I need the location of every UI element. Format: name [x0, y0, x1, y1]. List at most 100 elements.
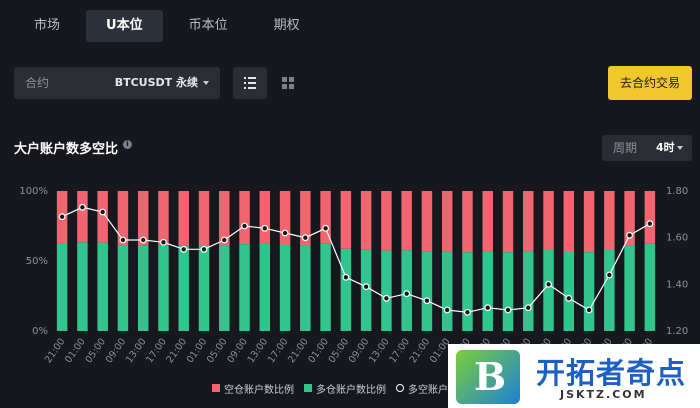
period-value: 4时 [656, 141, 675, 154]
bar-short [137, 191, 149, 246]
bar-short [624, 191, 635, 246]
legend-item-short[interactable]: 空仓账户数比例 [212, 381, 294, 396]
watermark-title: 开拓者奇点 [536, 356, 687, 390]
legend-swatch-long [304, 384, 312, 392]
ratio-point [78, 203, 86, 211]
x-tick-label: 09:00 [104, 336, 129, 365]
x-tick-label: 13:00 [124, 336, 149, 365]
x-tick-label: 17:00 [144, 336, 169, 365]
x-tick-label: 09:00 [225, 336, 250, 365]
list-view-button[interactable] [233, 67, 267, 99]
contract-select[interactable]: 合约 BTCUSDT 永续 [14, 67, 220, 99]
bar-short [421, 191, 433, 252]
ratio-point [200, 245, 208, 253]
bar-short [482, 191, 493, 252]
bar-long [441, 251, 453, 331]
legend-item-ratio[interactable]: 多空账户数比 [396, 381, 468, 396]
x-tick-label: 05:00 [83, 336, 108, 365]
ratio-point [160, 238, 167, 246]
ratio-point [524, 304, 532, 312]
bar-short [219, 191, 230, 246]
bar-long [360, 249, 372, 331]
tab-coin-margined[interactable]: 币本位 [188, 18, 228, 33]
chevron-down-icon [203, 81, 209, 85]
watermark-logo: B [456, 350, 520, 404]
bar-long [137, 245, 149, 331]
y-right-tick-label: 1.80 [666, 186, 688, 197]
bar-long [178, 245, 189, 331]
legend-label-short: 空仓账户数比例 [224, 384, 294, 396]
x-tick-label: 21:00 [164, 336, 189, 365]
bar-short [644, 191, 656, 244]
bar-short [259, 191, 271, 244]
bar-long [563, 251, 575, 331]
info-icon[interactable]: i [123, 140, 132, 149]
x-tick-label: 05:00 [327, 336, 352, 365]
y-left-tick-label: 0% [32, 326, 48, 337]
bar-long [502, 252, 514, 331]
bar-long [117, 245, 129, 331]
list-view-icon [244, 77, 256, 89]
bar-short [502, 191, 514, 253]
bar-long [219, 245, 230, 331]
bar-short [178, 191, 189, 246]
ratio-point [484, 304, 492, 312]
tab-usdt-margined[interactable]: U本位 [86, 10, 163, 42]
bar-short [279, 191, 291, 245]
bar-long [239, 244, 250, 331]
bar-short [158, 191, 169, 246]
ratio-point [626, 231, 633, 239]
bar-long [300, 245, 311, 331]
bar-short [583, 191, 595, 253]
ratio-point [565, 294, 573, 302]
y-right-tick-label: 1.60 [666, 233, 688, 244]
bar-long [604, 249, 615, 331]
ratio-point [443, 306, 451, 314]
bar-long [381, 250, 392, 331]
period-select[interactable]: 周期 4时 [602, 135, 692, 161]
bar-long [462, 252, 473, 331]
go-to-futures-trade-button[interactable]: 去合约交易 [608, 66, 692, 100]
bar-short [117, 191, 129, 246]
y-right-tick-label: 1.40 [666, 279, 688, 290]
x-tick-label: 09:00 [347, 336, 372, 365]
ratio-point [423, 297, 431, 305]
tab-options[interactable]: 期权 [273, 18, 300, 33]
bar-long [482, 251, 493, 331]
x-tick-label: 05:00 [205, 336, 230, 365]
legend-marker-ratio [396, 384, 404, 392]
bar-short [300, 191, 311, 246]
bar-short [381, 191, 392, 251]
market-tabs: 市场 U本位 币本位 期权 [14, 10, 326, 42]
x-tick-label: 13:00 [367, 336, 392, 365]
bar-long [56, 243, 68, 331]
bar-long [421, 251, 433, 331]
watermark-url: JSKTZ.COM [560, 388, 647, 401]
ratio-point [585, 306, 593, 314]
bar-short [523, 191, 534, 252]
legend-label-ratio: 多空账户数比 [408, 384, 468, 396]
bar-short [97, 191, 108, 243]
grid-view-button[interactable] [272, 67, 306, 99]
ratio-point [504, 306, 512, 314]
legend-item-long[interactable]: 多仓账户数比例 [304, 381, 386, 396]
bar-long [259, 243, 271, 331]
bar-short [604, 191, 615, 250]
x-tick-label: 01:00 [63, 336, 88, 365]
period-label: 周期 [613, 141, 638, 155]
ratio-point [261, 224, 269, 232]
bar-short [401, 191, 412, 251]
ratio-point [139, 236, 147, 244]
bar-long [279, 244, 291, 331]
bar-short [340, 191, 352, 249]
ratio-point [281, 229, 289, 237]
ratio-point [241, 222, 248, 230]
x-tick-label: 01:00 [306, 336, 331, 365]
bar-long [624, 245, 635, 331]
bar-long [77, 242, 88, 331]
bar-long [198, 246, 210, 331]
bar-short [462, 191, 473, 253]
chart-title: 大户账户数多空比 [14, 142, 119, 157]
x-tick-label: 21:00 [286, 336, 311, 365]
tab-market[interactable]: 市场 [34, 18, 61, 33]
